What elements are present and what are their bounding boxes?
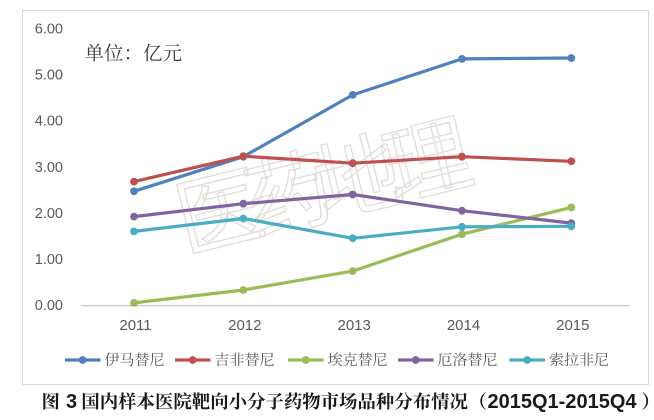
- svg-text:2.00: 2.00: [35, 206, 63, 222]
- svg-text:3.00: 3.00: [35, 160, 63, 176]
- svg-text:2013: 2013: [338, 317, 371, 334]
- svg-text:2014: 2014: [447, 317, 480, 334]
- svg-text:6.00: 6.00: [35, 22, 63, 38]
- svg-text:2012: 2012: [228, 317, 261, 334]
- svg-text:2015: 2015: [556, 317, 589, 334]
- svg-text:2015Q1-2015Q4: 2015Q1-2015Q4: [488, 391, 638, 413]
- svg-text:2011: 2011: [119, 317, 151, 334]
- svg-text:0.00: 0.00: [35, 298, 63, 314]
- svg-text:1.00: 1.00: [35, 252, 63, 268]
- svg-text:3: 3: [66, 391, 77, 413]
- svg-text:4.00: 4.00: [35, 114, 63, 130]
- svg-text:5.00: 5.00: [35, 68, 63, 84]
